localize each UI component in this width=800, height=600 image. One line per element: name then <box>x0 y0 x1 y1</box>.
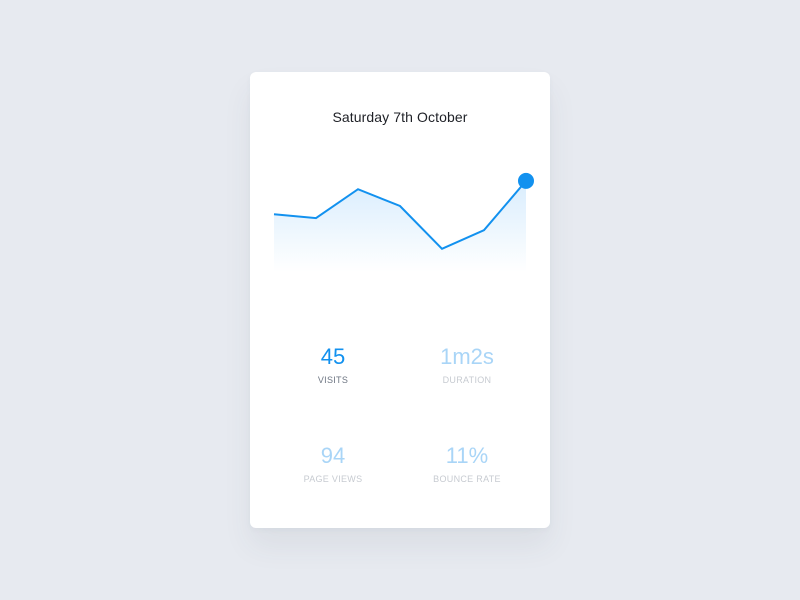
chart-series-line <box>273 180 527 250</box>
stat-visits-label: VISITS <box>317 375 349 385</box>
stat-bounce-rate[interactable]: 11% BOUNCE RATE <box>407 443 527 485</box>
stat-visits-value: 45 <box>320 344 346 369</box>
stat-duration-label: DURATION <box>442 375 492 385</box>
stat-page-views-value: 94 <box>320 443 346 468</box>
stat-bounce-rate-value: 11% <box>445 443 489 468</box>
stat-page-views-label: PAGE VIEWS <box>303 474 363 484</box>
visits-line-chart <box>273 172 534 272</box>
stat-page-views[interactable]: 94 PAGE VIEWS <box>273 443 393 485</box>
card-title: Saturday 7th October <box>332 109 468 125</box>
stat-duration-value: 1m2s <box>440 344 494 369</box>
chart-highlight-point[interactable] <box>518 172 534 189</box>
stat-visits[interactable]: 45 VISITS <box>273 344 393 386</box>
stat-duration[interactable]: 1m2s DURATION <box>407 344 527 386</box>
stat-bounce-rate-label: BOUNCE RATE <box>433 474 501 484</box>
stats-card: Saturday 7th October 45 VISITS 1m2s DURA… <box>250 72 550 528</box>
